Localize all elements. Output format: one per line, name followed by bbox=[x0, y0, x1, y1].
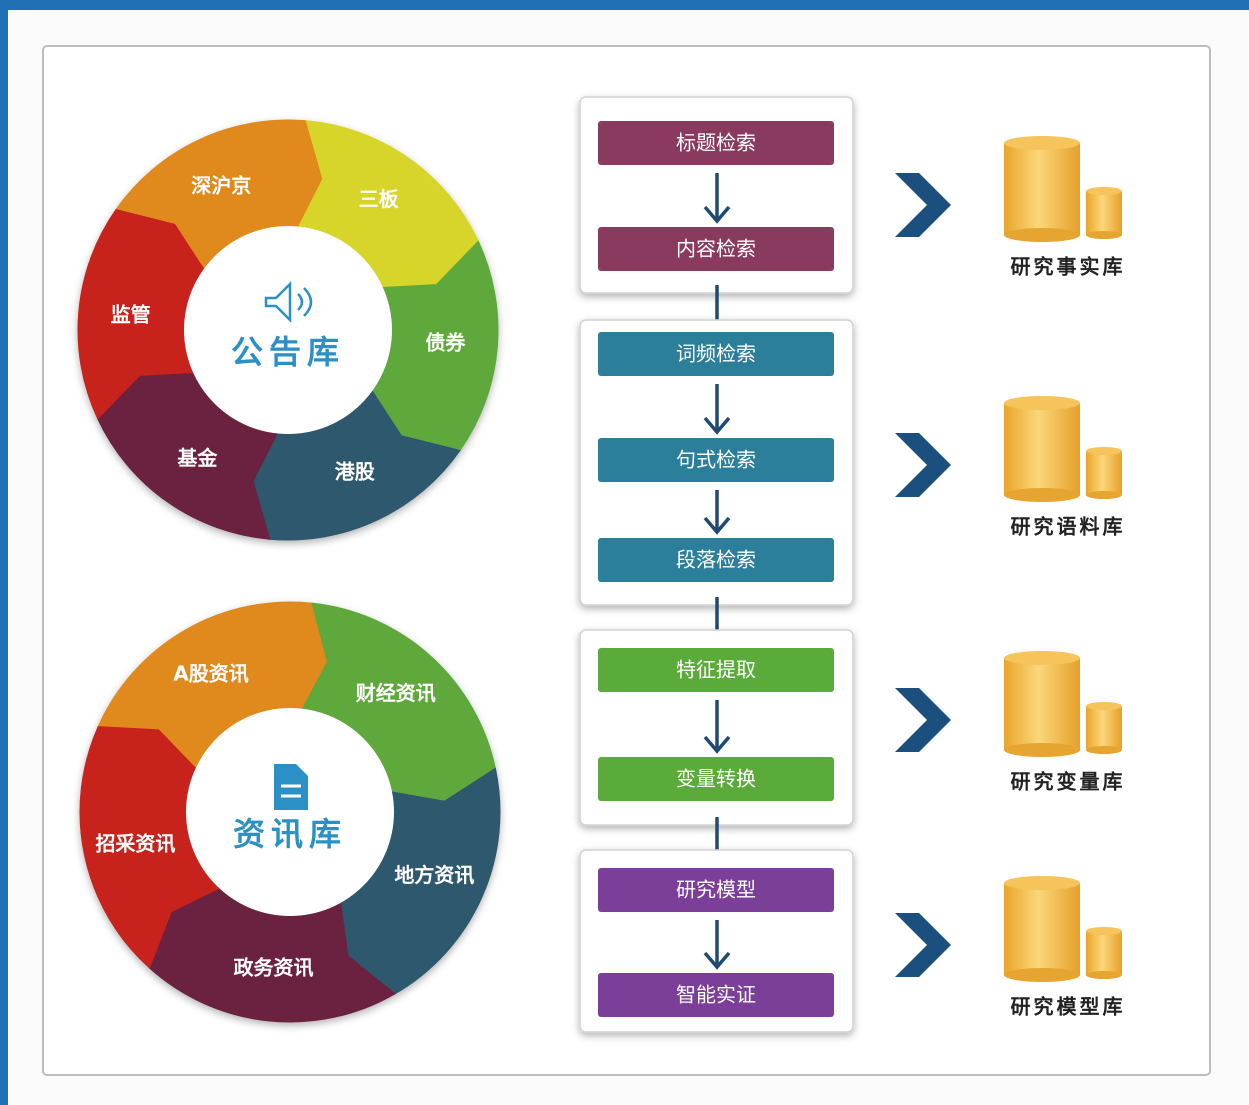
library-label: 研究变量库 bbox=[1011, 770, 1126, 794]
left-border bbox=[0, 0, 8, 1105]
cylinder-big-bottom bbox=[1004, 743, 1080, 757]
segment-label: 债券 bbox=[425, 330, 466, 354]
segment-label: 监管 bbox=[111, 303, 151, 327]
cylinder-big bbox=[1004, 883, 1080, 975]
cylinder-small-top bbox=[1086, 447, 1122, 455]
segment-label: 招采资讯 bbox=[95, 831, 175, 855]
cylinder-big-top bbox=[1004, 651, 1080, 665]
cylinder-small-top bbox=[1086, 927, 1122, 935]
cylinder-small bbox=[1086, 191, 1122, 235]
cylinder-big-top bbox=[1004, 136, 1080, 150]
cylinder-small bbox=[1086, 706, 1122, 750]
cylinder-big-top bbox=[1004, 876, 1080, 890]
cylinder-big-top bbox=[1004, 396, 1080, 410]
wheel-center bbox=[186, 708, 394, 916]
cylinder-small-top bbox=[1086, 702, 1122, 710]
segment-label: 基金 bbox=[177, 446, 218, 470]
cylinder-small-bottom bbox=[1086, 746, 1122, 754]
step-label: 研究模型 bbox=[676, 878, 756, 902]
cylinder-small bbox=[1086, 931, 1122, 975]
cylinder-small bbox=[1086, 451, 1122, 495]
wheel-center bbox=[184, 226, 392, 434]
segment-label: 三板 bbox=[359, 187, 400, 211]
cylinder-big bbox=[1004, 403, 1080, 495]
step-label: 标题检索 bbox=[676, 131, 756, 155]
cylinder-big bbox=[1004, 658, 1080, 750]
step-label: 句式检索 bbox=[676, 448, 756, 472]
step-label: 特征提取 bbox=[676, 658, 756, 682]
cylinder-big-bottom bbox=[1004, 488, 1080, 502]
segment-label: 财经资讯 bbox=[356, 681, 436, 705]
library-label: 研究模型库 bbox=[1011, 995, 1126, 1019]
segment-label: 深沪京 bbox=[191, 173, 251, 197]
step-label: 变量转换 bbox=[676, 767, 756, 791]
cylinder-big-bottom bbox=[1004, 968, 1080, 982]
segment-label: 港股 bbox=[335, 460, 375, 484]
wheel-title: 公告库 bbox=[231, 333, 345, 371]
segment-label: 地方资讯 bbox=[394, 863, 474, 887]
wheel-title: 资讯库 bbox=[233, 815, 347, 853]
step-label: 内容检索 bbox=[676, 237, 756, 261]
cylinder-small-bottom bbox=[1086, 231, 1122, 239]
cylinder-small-bottom bbox=[1086, 971, 1122, 979]
diagram: 深沪京三板债券港股 基金 监管公告库 A股资讯财经资讯地方资讯政务资讯 招采资讯 资讯库 标… bbox=[0, 0, 1249, 1105]
cylinder-big bbox=[1004, 143, 1080, 235]
step-label: 词频检索 bbox=[676, 342, 756, 366]
cylinder-small-top bbox=[1086, 187, 1122, 195]
library-label: 研究语料库 bbox=[1011, 515, 1126, 539]
segment-label: 政务资讯 bbox=[233, 956, 313, 980]
cylinder-small-bottom bbox=[1086, 491, 1122, 499]
library-label: 研究事实库 bbox=[1011, 255, 1126, 279]
top-border bbox=[0, 0, 1249, 10]
segment-label: A股资讯 bbox=[173, 662, 248, 686]
step-label: 段落检索 bbox=[676, 548, 756, 572]
page: 深沪京三板债券港股 基金 监管公告库 A股资讯财经资讯地方资讯政务资讯 招采资讯 资讯库 标… bbox=[0, 0, 1249, 1105]
cylinder-big-bottom bbox=[1004, 228, 1080, 242]
step-label: 智能实证 bbox=[676, 983, 756, 1007]
